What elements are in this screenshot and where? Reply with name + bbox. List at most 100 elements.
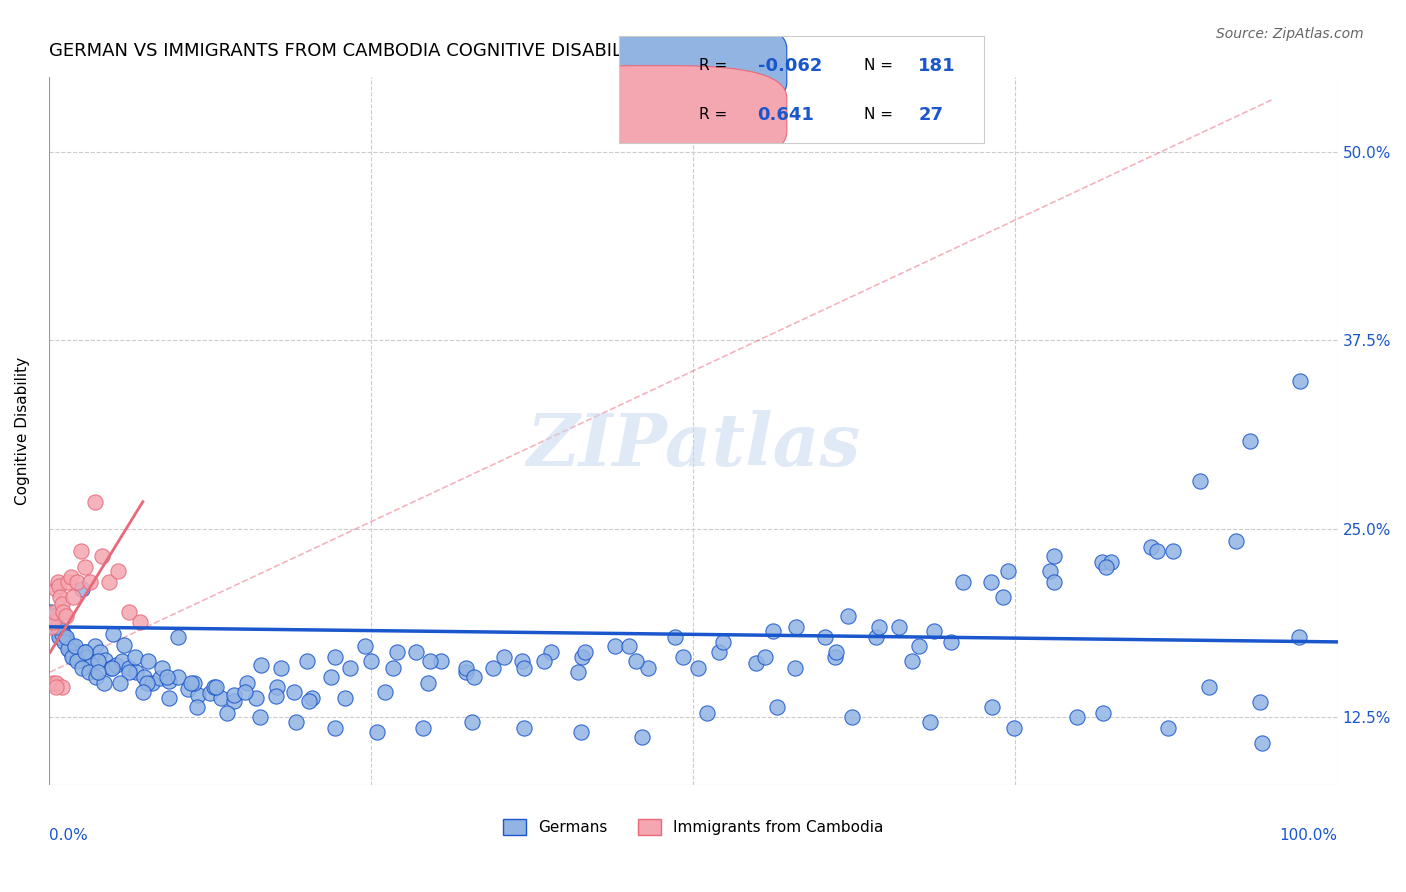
Point [45, 582, 67, 596]
Point [1188, 474, 1211, 488]
Point [45, 609, 67, 624]
Point [510, 655, 533, 669]
Point [456, 665, 478, 679]
Point [132, 684, 155, 698]
Text: 0.641: 0.641 [758, 106, 814, 124]
Point [456, 660, 478, 674]
Point [250, 657, 273, 672]
Point [814, 631, 837, 645]
Point [59, 645, 82, 659]
Point [63, 645, 86, 659]
Point [264, 689, 287, 703]
Point [533, 655, 555, 669]
Point [79, 574, 101, 589]
Point [51, 597, 73, 611]
Point [513, 721, 536, 735]
Point [66, 650, 89, 665]
Point [103, 627, 125, 641]
Point [381, 660, 404, 674]
Point [108, 675, 131, 690]
Text: Source: ZipAtlas.com: Source: ZipAtlas.com [1216, 27, 1364, 41]
Point [66, 574, 89, 589]
Point [783, 660, 806, 674]
Point [920, 714, 942, 729]
Point [952, 574, 974, 589]
Point [1198, 680, 1220, 694]
Point [98, 574, 121, 589]
Point [205, 680, 228, 694]
Point [53, 635, 76, 649]
Text: N =: N = [863, 107, 897, 122]
Text: 100.0%: 100.0% [1279, 828, 1337, 843]
Point [617, 640, 640, 654]
Point [198, 686, 221, 700]
Point [104, 657, 127, 672]
Text: ZIPatlas: ZIPatlas [526, 409, 860, 481]
Point [283, 684, 305, 698]
Point [45, 675, 67, 690]
Point [56, 640, 79, 654]
Point [482, 660, 505, 674]
Point [569, 725, 592, 739]
Text: 181: 181 [918, 57, 956, 75]
Point [46, 620, 69, 634]
Point [766, 699, 789, 714]
Point [981, 699, 1004, 714]
Point [202, 680, 225, 694]
Point [157, 690, 180, 705]
Point [70, 544, 93, 558]
Point [48, 631, 70, 645]
Point [51, 680, 73, 694]
Point [664, 631, 686, 645]
Point [166, 631, 188, 645]
Point [513, 660, 536, 674]
Point [100, 660, 122, 674]
Point [73, 645, 96, 659]
Point [1250, 736, 1272, 750]
Point [249, 710, 271, 724]
Point [93, 675, 115, 690]
Point [134, 669, 156, 683]
Point [52, 605, 75, 619]
Point [46, 574, 69, 589]
Text: 27: 27 [918, 106, 943, 124]
Point [118, 665, 141, 679]
Point [157, 674, 180, 689]
Point [353, 640, 375, 654]
Point [56, 642, 79, 657]
Point [637, 660, 659, 674]
Point [80, 657, 103, 672]
Point [696, 706, 718, 720]
Point [84, 640, 107, 654]
Point [41, 605, 63, 619]
Point [672, 650, 695, 665]
Point [1161, 544, 1184, 558]
Point [1092, 706, 1115, 720]
Point [58, 642, 80, 657]
Point [41, 675, 63, 690]
Point [62, 590, 84, 604]
Point [745, 656, 768, 670]
Text: -0.062: -0.062 [758, 57, 823, 75]
Point [1156, 721, 1178, 735]
Point [1239, 434, 1261, 449]
Point [166, 669, 188, 683]
Point [236, 675, 259, 690]
Point [94, 653, 117, 667]
Point [101, 660, 124, 674]
Point [366, 725, 388, 739]
Point [150, 660, 173, 674]
Point [44, 620, 66, 634]
Point [51, 624, 73, 639]
Point [149, 671, 172, 685]
Point [224, 694, 246, 708]
Point [245, 690, 267, 705]
Point [86, 669, 108, 683]
Text: 0.0%: 0.0% [49, 828, 87, 843]
Point [1094, 559, 1116, 574]
Point [319, 669, 342, 683]
Point [66, 655, 89, 669]
Point [215, 706, 238, 720]
Point [603, 640, 626, 654]
Point [136, 655, 159, 669]
